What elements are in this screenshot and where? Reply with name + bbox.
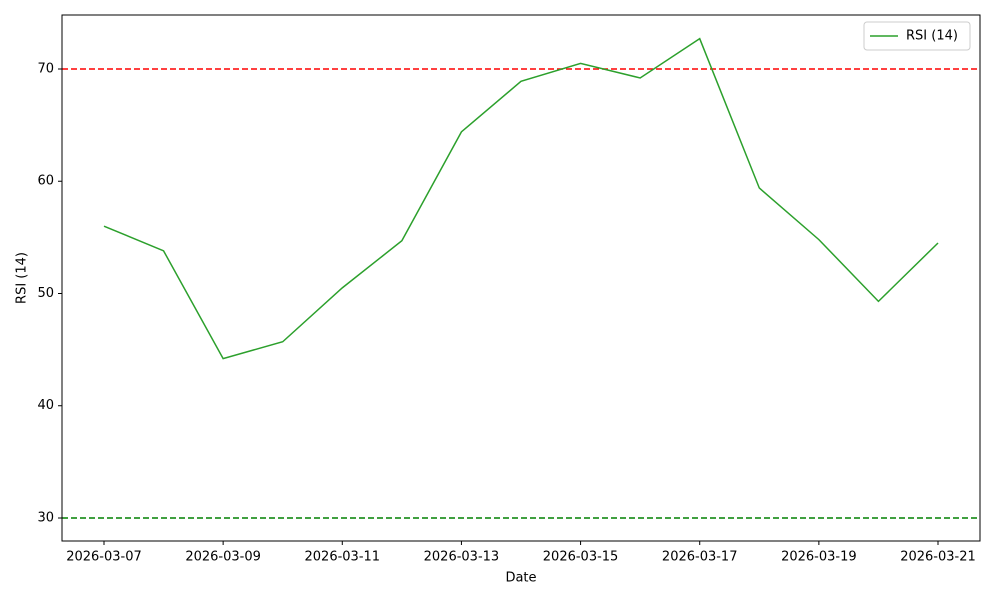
x-tick-label: 2026-03-13: [424, 550, 500, 565]
legend-box: [863, 21, 971, 51]
plot-frame: [61, 14, 981, 542]
x-axis-label: Date: [505, 571, 536, 586]
y-tick-label: 60: [37, 174, 54, 189]
x-tick-label: 2026-03-21: [900, 550, 976, 565]
x-tick-label: 2026-03-19: [781, 550, 857, 565]
x-tick-label: 2026-03-17: [662, 550, 738, 565]
x-tick-label: 2026-03-09: [185, 550, 261, 565]
y-tick-label: 30: [37, 510, 54, 525]
x-tick-label: 2026-03-15: [543, 550, 619, 565]
line-series: [103, 37, 939, 360]
y-axis-label: RSI (14): [15, 252, 30, 304]
y-tick-label: 70: [37, 61, 54, 76]
y-tick-label: 40: [37, 398, 54, 413]
x-tick-label: 2026-03-11: [305, 550, 381, 565]
legend-label: RSI (14): [906, 29, 958, 44]
x-tick-label: 2026-03-07: [66, 550, 142, 565]
y-tick-label: 50: [37, 286, 54, 301]
